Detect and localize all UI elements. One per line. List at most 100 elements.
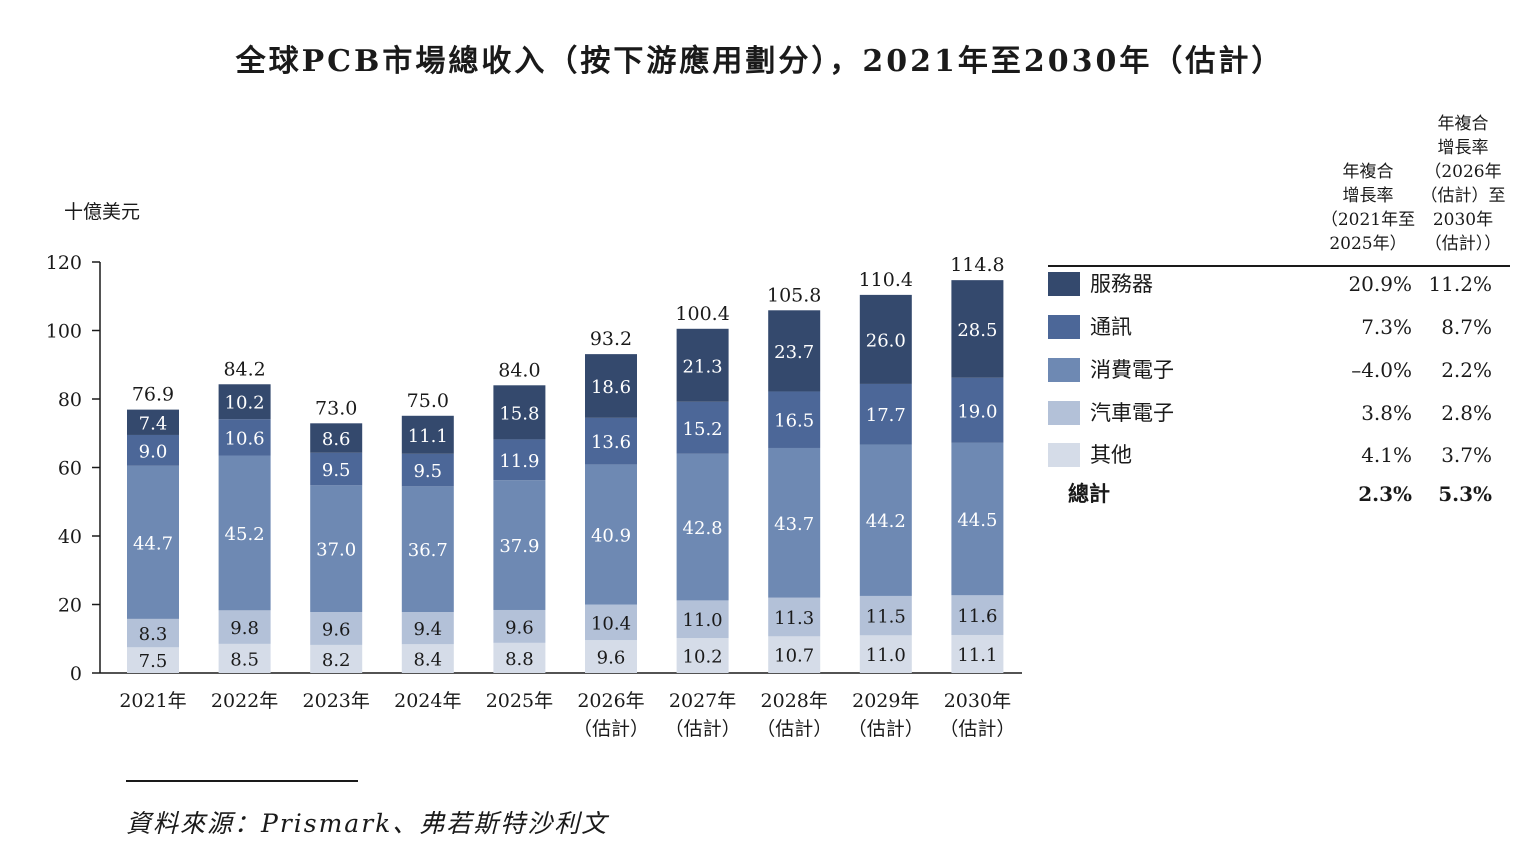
cagr-2021-2025-value: –4.0% <box>1351 358 1412 382</box>
data-label: 11.9 <box>499 451 539 472</box>
data-label: 15.2 <box>683 419 723 440</box>
cagr-header-line: 年複合 <box>1342 162 1394 182</box>
bar-segment <box>401 612 454 645</box>
legend-swatch <box>1048 401 1080 425</box>
data-label: 42.8 <box>683 518 723 539</box>
legend-row-total: 總計 2.3% 5.3% <box>1048 480 1510 510</box>
x-tick-label: 2028年 <box>761 690 828 712</box>
bar-segment <box>585 354 637 418</box>
x-tick-label: （估計） <box>848 718 924 740</box>
cagr-header-line: 增長率 <box>1437 138 1489 158</box>
bar-segment <box>310 452 363 486</box>
data-label: 37.0 <box>316 540 356 561</box>
data-label: 8.5 <box>230 649 259 670</box>
y-tick-label: 40 <box>58 526 82 548</box>
legend-label: 服務器 <box>1090 272 1153 296</box>
legend-label: 通訊 <box>1090 315 1132 339</box>
data-label: 11.6 <box>957 606 997 627</box>
data-label: 10.2 <box>683 647 723 668</box>
cagr-2021-2025-value: 7.3% <box>1361 315 1412 339</box>
total-label: 76.9 <box>132 384 174 406</box>
legend-swatch <box>1048 272 1080 296</box>
data-label: 11.3 <box>774 608 814 629</box>
source-divider <box>126 780 358 782</box>
legend-header-rule <box>1048 265 1510 267</box>
legend-swatch <box>1048 315 1080 339</box>
bar-segment <box>768 597 821 637</box>
y-tick-label: 100 <box>46 321 82 343</box>
data-label: 9.5 <box>413 461 442 482</box>
data-label: 8.3 <box>139 624 168 645</box>
bar-segment <box>310 423 363 453</box>
x-tick-label: （估計） <box>665 718 741 740</box>
x-tick-label: 2025年 <box>486 690 553 712</box>
x-tick-label: 2030年 <box>944 690 1011 712</box>
bar-segment <box>127 465 179 619</box>
x-tick-label: 2021年 <box>119 690 186 712</box>
total-label: 105.8 <box>767 284 821 306</box>
data-label: 9.0 <box>139 441 168 462</box>
bar-segment <box>127 618 179 648</box>
data-label: 16.5 <box>774 411 814 432</box>
x-tick-label: （估計） <box>939 718 1015 740</box>
y-tick-label: 0 <box>70 663 82 685</box>
data-label: 8.2 <box>322 650 351 671</box>
total-label: 100.4 <box>675 303 729 325</box>
cagr-header-line: 2025年） <box>1329 234 1407 254</box>
bar-segment <box>310 644 363 673</box>
cagr-2021-2025-value: 3.8% <box>1361 401 1412 425</box>
data-label: 44.7 <box>133 533 173 554</box>
x-tick-label: 2024年 <box>394 690 461 712</box>
bar-segment <box>493 439 546 481</box>
bar-segment <box>310 485 363 613</box>
bar-segment <box>676 401 729 454</box>
bar-segment <box>127 434 179 466</box>
bar-segment <box>218 610 271 644</box>
data-label: 13.6 <box>591 432 631 453</box>
bar-segment <box>401 644 454 673</box>
legend-label: 消費電子 <box>1090 358 1174 382</box>
bar-segment <box>585 417 637 465</box>
data-label: 28.5 <box>957 320 997 341</box>
bar-segment <box>493 609 546 643</box>
data-label: 17.7 <box>866 405 906 426</box>
bar-segment <box>218 455 271 611</box>
data-label: 40.9 <box>591 525 631 546</box>
bar-segment <box>951 280 1004 378</box>
data-label: 10.6 <box>225 428 265 449</box>
data-label: 11.0 <box>866 645 906 666</box>
total-label: 110.4 <box>859 269 913 291</box>
data-label: 15.8 <box>499 403 539 424</box>
bar-segment <box>676 453 729 601</box>
bar-segment <box>218 384 271 420</box>
x-tick-label: 2026年 <box>577 690 644 712</box>
legend-row: 服務器 20.9% 11.2% <box>1048 270 1510 300</box>
legend-swatch <box>1048 443 1080 467</box>
bar-segment <box>676 328 729 402</box>
y-tick-label: 60 <box>58 458 82 480</box>
cagr-header-line: 2030年 <box>1432 210 1494 230</box>
bar-segment <box>859 635 912 673</box>
bar-segment <box>218 419 271 456</box>
bar-segment <box>585 640 637 673</box>
cagr-header-line: 增長率 <box>1342 186 1394 206</box>
data-label: 10.2 <box>225 393 265 414</box>
cagr-2026-2030-value: 5.3% <box>1438 482 1492 506</box>
cagr-2026-2030-value: 2.2% <box>1441 358 1492 382</box>
bar-segment <box>127 409 179 435</box>
data-label: 9.6 <box>597 648 626 669</box>
cagr-header-2026-2030: 年複合 增長率 （2026年 （估計）至 2030年 （估計）） <box>1416 112 1510 256</box>
total-label: 93.2 <box>590 328 632 350</box>
legend-row: 通訊 7.3% 8.7% <box>1048 313 1510 343</box>
cagr-header-line: （估計）至 <box>1420 186 1506 206</box>
total-label: 84.2 <box>223 358 265 380</box>
cagr-2026-2030-value: 2.8% <box>1441 401 1492 425</box>
data-label: 9.4 <box>413 619 442 640</box>
cagr-header-2021-2025: 年複合 增長率 （2021年至 2025年） <box>1320 160 1416 256</box>
total-label: 84.0 <box>498 359 540 381</box>
x-tick-label: 2029年 <box>852 690 919 712</box>
bar-segment <box>768 391 821 448</box>
cagr-2021-2025-value: 20.9% <box>1348 272 1412 296</box>
data-label: 18.6 <box>591 377 631 398</box>
data-label: 36.7 <box>408 540 448 561</box>
